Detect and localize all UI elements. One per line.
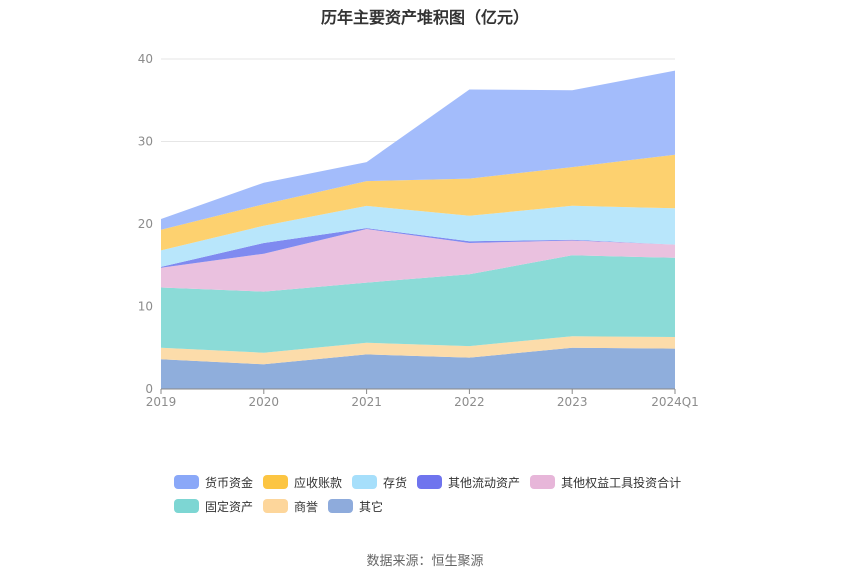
legend-swatch-other xyxy=(328,499,354,513)
chart-title: 历年主要资产堆积图（亿元） xyxy=(320,8,529,27)
legend-item-receivables[interactable]: 应收账款 xyxy=(263,474,342,490)
legend-label-receivables: 应收账款 xyxy=(294,475,343,490)
legend-swatch-other-current xyxy=(417,475,443,489)
legend-label-inventory: 存货 xyxy=(383,475,408,490)
legend-label-fixed-assets: 固定资产 xyxy=(205,499,254,514)
legend-item-other[interactable]: 其它 xyxy=(328,498,383,514)
x-tick-label: 2023 xyxy=(557,395,588,409)
legend-label-cash: 货币资金 xyxy=(205,475,254,490)
area-series-5 xyxy=(161,205,675,267)
legend-item-fixed-assets[interactable]: 固定资产 xyxy=(174,498,253,514)
y-tick-label: 20 xyxy=(138,217,153,231)
legend-swatch-cash xyxy=(174,475,199,489)
x-tick-label: 2021 xyxy=(351,395,382,409)
data-source-note: 数据来源：恒生聚源 xyxy=(366,554,484,569)
x-axis-ticks: 2019 2020 2021 2022 2023 2024Q1 xyxy=(146,395,699,409)
legend-label-equity-investments: 其他权益工具投资合计 xyxy=(561,475,682,490)
y-axis-ticks: 0 10 20 30 40 xyxy=(138,52,153,396)
legend-item-other-current[interactable]: 其他流动资产 xyxy=(417,474,520,490)
legend-row-2: 固定资产 商誉 其它 xyxy=(174,498,734,522)
y-tick-label: 40 xyxy=(138,52,153,66)
legend-row-1: 货币资金 应收账款 存货 其他流动资产 其他权益工具投资合计 xyxy=(174,474,734,498)
legend-swatch-inventory xyxy=(352,475,378,489)
legend: 货币资金 应收账款 存货 其他流动资产 其他权益工具投资合计 固定资产 商誉 xyxy=(174,474,734,522)
legend-swatch-goodwill xyxy=(263,499,289,513)
x-tick-label: 2024Q1 xyxy=(651,395,699,409)
legend-item-cash[interactable]: 货币资金 xyxy=(174,474,253,490)
y-tick-label: 30 xyxy=(138,135,153,149)
x-tick-label: 2022 xyxy=(454,395,485,409)
x-tick-label: 2020 xyxy=(249,395,280,409)
x-tick-label: 2019 xyxy=(146,395,177,409)
area-series-0 xyxy=(161,347,675,389)
area-series-6 xyxy=(161,154,675,251)
legend-swatch-fixed-assets xyxy=(174,499,199,513)
legend-label-goodwill: 商誉 xyxy=(294,499,319,514)
y-tick-label: 0 xyxy=(145,382,153,396)
area-series-1 xyxy=(161,336,675,365)
legend-item-equity-investments[interactable]: 其他权益工具投资合计 xyxy=(530,474,681,490)
legend-swatch-receivables xyxy=(263,475,289,489)
legend-label-other: 其它 xyxy=(359,499,384,514)
area-series-7 xyxy=(161,70,675,230)
legend-swatch-equity-investments xyxy=(530,475,556,489)
y-tick-label: 10 xyxy=(138,300,153,314)
legend-item-goodwill[interactable]: 商誉 xyxy=(263,498,318,514)
area-series xyxy=(161,70,675,389)
area-series-3 xyxy=(161,229,675,292)
area-series-4 xyxy=(161,228,675,268)
legend-label-other-current: 其他流动资产 xyxy=(448,475,521,490)
area-series-2 xyxy=(161,255,675,353)
legend-item-inventory[interactable]: 存货 xyxy=(352,474,407,490)
x-axis xyxy=(160,388,676,394)
